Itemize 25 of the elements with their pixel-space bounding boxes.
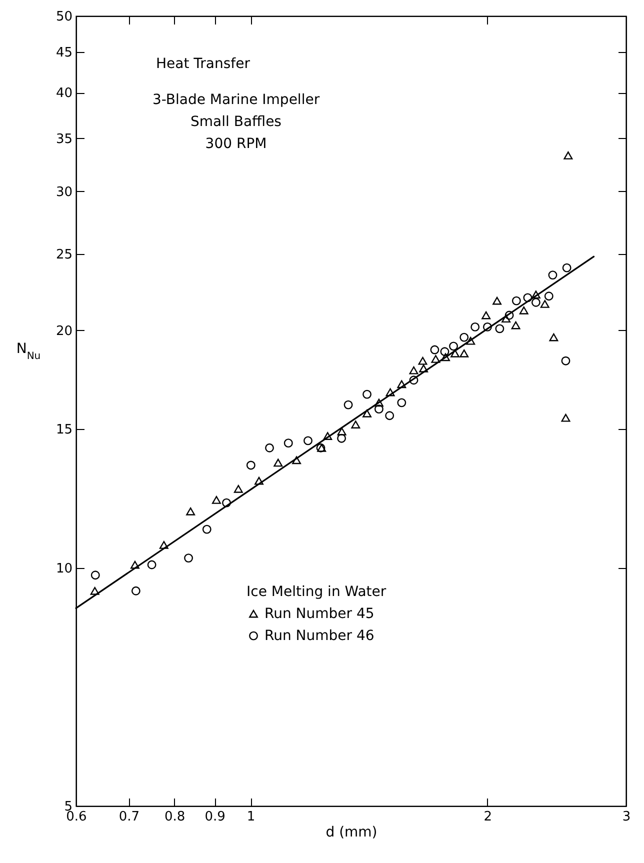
y-tick-label: 35 bbox=[56, 132, 72, 147]
y-tick-label: 20 bbox=[56, 324, 72, 339]
annotation: 300 RPM bbox=[205, 136, 267, 152]
y-tick-label: 15 bbox=[56, 422, 72, 438]
annotation: Heat Transfer bbox=[156, 56, 250, 72]
legend-label: Run Number 45 bbox=[264, 606, 374, 622]
x-axis-title: d (mm) bbox=[326, 824, 378, 840]
y-axis-title: N$_{Nu}$ bbox=[16, 341, 41, 362]
y-tick-label: 25 bbox=[56, 247, 72, 262]
y-tick-label: 45 bbox=[56, 46, 72, 61]
x-tick-label: 3 bbox=[622, 810, 631, 824]
x-tick-label: 2 bbox=[484, 810, 492, 824]
x-tick-label: 0.8 bbox=[164, 810, 186, 824]
x-tick-label: 0.6 bbox=[66, 810, 87, 824]
annotation: 3-Blade Marine Impeller bbox=[152, 92, 320, 108]
y-tick-label: 50 bbox=[56, 10, 72, 24]
legend-label: Run Number 46 bbox=[264, 628, 374, 644]
x-tick-label: 1 bbox=[246, 810, 256, 824]
x-tick-label: 0.9 bbox=[204, 810, 226, 824]
y-tick-label: 10 bbox=[56, 562, 72, 577]
annotation: Small Baffles bbox=[190, 114, 282, 130]
x-tick-label: 0.7 bbox=[118, 810, 140, 824]
y-tick-label: 40 bbox=[56, 86, 72, 102]
y-tick-label: 30 bbox=[56, 184, 72, 200]
legend-title: Ice Melting in Water bbox=[246, 584, 386, 600]
